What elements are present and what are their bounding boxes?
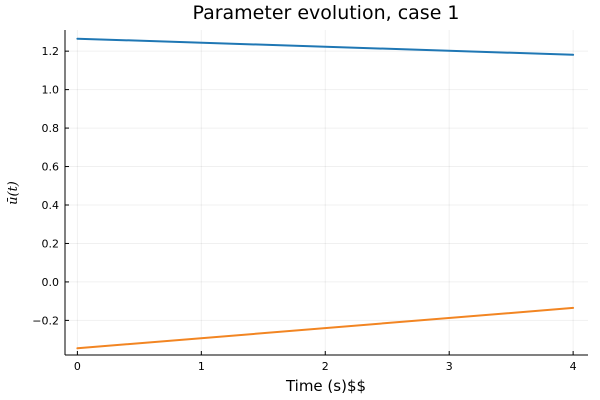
x-tick-label: 2 <box>322 360 329 373</box>
x-tick-label: 3 <box>446 360 453 373</box>
y-tick-label: 1.2 <box>42 45 60 58</box>
x-tick-label: 1 <box>198 360 205 373</box>
y-axis-label: ū(t) <box>6 181 21 205</box>
chart-title: Parameter evolution, case 1 <box>192 2 459 24</box>
x-tick-label: 4 <box>570 360 577 373</box>
series-line-2 <box>76 306 575 350</box>
x-axis-ticks: 0 1 2 3 4 <box>74 351 577 373</box>
y-tick-label: 0.6 <box>42 161 60 174</box>
y-tick-label: 0.0 <box>42 276 60 289</box>
y-tick-label: 0.8 <box>42 122 60 135</box>
y-tick-label: 0.2 <box>42 237 60 250</box>
x-axis-label: Time (s)$$ <box>285 377 366 395</box>
y-tick-label: 0.4 <box>42 199 60 212</box>
series-layer <box>76 37 575 350</box>
y-axis-ticks: −0.2 0.0 0.2 0.4 0.6 0.8 1.0 1.2 <box>32 45 69 327</box>
y-tick-label: 1.0 <box>42 84 60 97</box>
grid <box>65 30 588 355</box>
y-tick-label: −0.2 <box>32 314 59 327</box>
x-tick-label: 0 <box>74 360 81 373</box>
axis-frame <box>64 30 588 356</box>
series-line-1 <box>76 37 575 56</box>
